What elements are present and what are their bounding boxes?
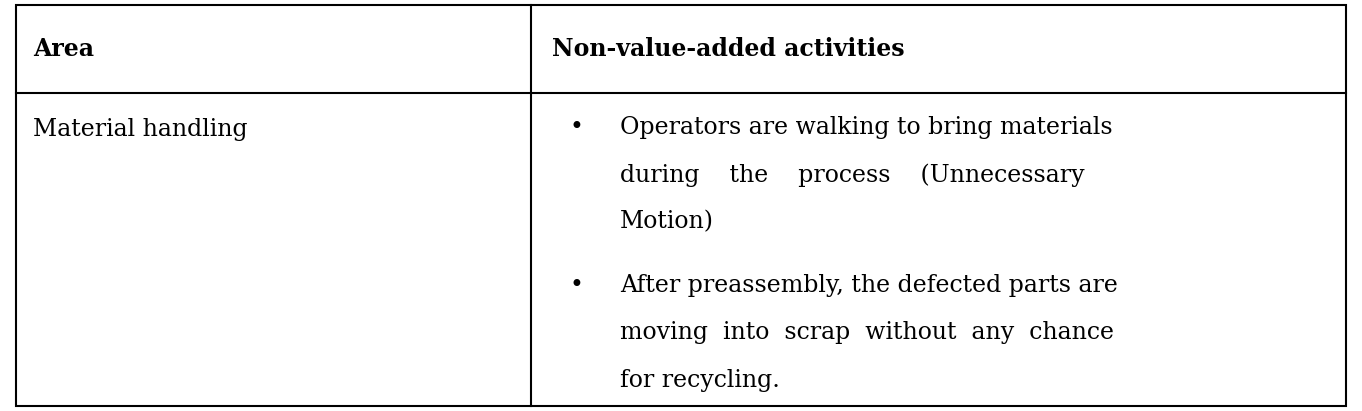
Text: for recycling.: for recycling. bbox=[620, 369, 779, 392]
Text: •: • bbox=[569, 116, 583, 139]
Text: Motion): Motion) bbox=[620, 210, 714, 233]
Text: Operators are walking to bring materials: Operators are walking to bring materials bbox=[620, 116, 1113, 139]
Text: Material handling: Material handling bbox=[33, 118, 248, 141]
Text: After preassembly, the defected parts are: After preassembly, the defected parts ar… bbox=[620, 274, 1118, 297]
Text: moving  into  scrap  without  any  chance: moving into scrap without any chance bbox=[620, 321, 1114, 344]
Text: Area: Area bbox=[33, 37, 94, 61]
Text: during    the    process    (Unnecessary: during the process (Unnecessary bbox=[620, 163, 1084, 187]
Text: •: • bbox=[569, 274, 583, 297]
Text: Non-value-added activities: Non-value-added activities bbox=[552, 37, 904, 61]
